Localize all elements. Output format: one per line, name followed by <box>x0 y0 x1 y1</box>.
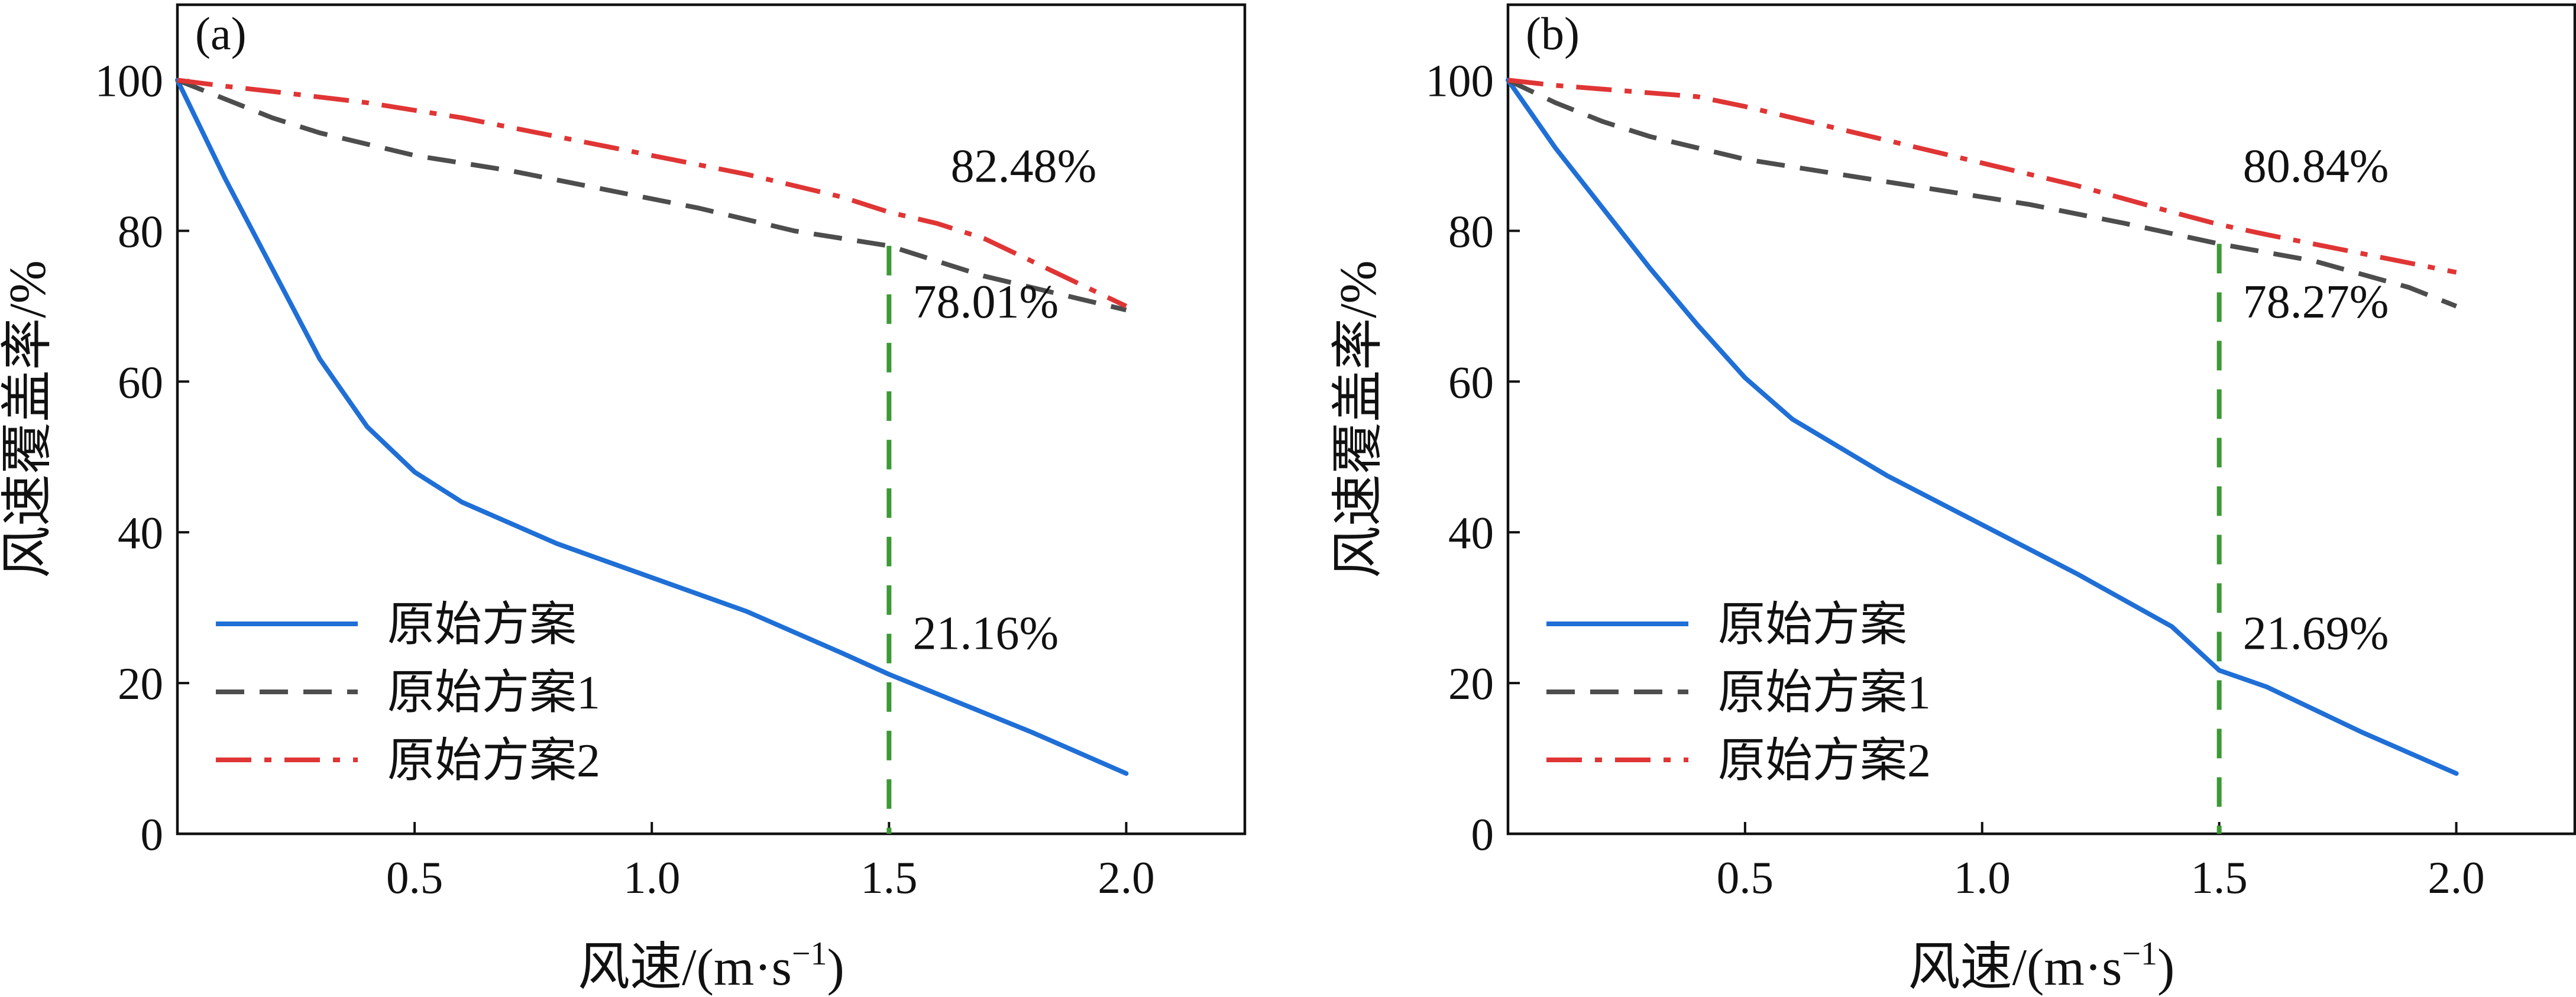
plot-frame <box>1506 3 2576 836</box>
y-tick-label: 0 <box>141 809 164 860</box>
legend-label-2: 原始方案1 <box>387 667 600 719</box>
y-tick-label: 80 <box>1448 206 1494 257</box>
series-line-1 <box>175 77 1129 776</box>
data-label: 80.84% <box>2243 141 2389 193</box>
legend-label-2: 原始方案1 <box>1718 667 1931 719</box>
y-tick-label: 60 <box>1448 357 1494 407</box>
y-tick-label: 20 <box>118 658 163 709</box>
panel-a: 0 20 40 60 80 100 0.5 1.0 1.5 2.0 风速/(m·s−1) 风速覆盖率/… <box>0 3 1247 996</box>
data-label: 21.16% <box>912 608 1059 660</box>
x-axis-title-end: ) <box>827 939 844 996</box>
data-label: 82.48% <box>951 141 1097 193</box>
y-tick-label: 100 <box>95 55 164 106</box>
x-tick-label: 0.5 <box>386 852 443 903</box>
x-tick-label: 2.0 <box>2428 852 2484 903</box>
x-axis-title: 风速/(m·s−1) <box>578 936 844 996</box>
x-axis-title: 风速/(m·s−1) <box>1908 936 2175 996</box>
data-label: 21.69% <box>2243 608 2389 660</box>
legend-label-1: 原始方案 <box>1718 599 1907 651</box>
x-axis-title-exponent: −1 <box>2122 936 2157 972</box>
x-tick-label: 0.5 <box>1717 852 1774 903</box>
y-tick-label: 20 <box>1448 658 1494 709</box>
x-tick-label: 1.0 <box>1954 852 2011 903</box>
y-axis-title: 风速覆盖率/% <box>1330 260 1387 578</box>
series-line-2 <box>1507 77 2458 309</box>
series-line-1 <box>1506 77 2459 776</box>
y-tick-label: 40 <box>118 507 163 558</box>
x-tick-label: 1.0 <box>623 852 680 903</box>
x-axis-title-main: 风速/(m·s <box>1908 939 2122 996</box>
y-tick-label: 60 <box>118 357 163 407</box>
y-tick-label: 0 <box>1471 809 1494 860</box>
legend-label-3: 原始方案2 <box>387 735 600 787</box>
legend-label-1: 原始方案 <box>387 599 577 651</box>
x-tick-label: 1.5 <box>2191 852 2248 903</box>
series-line-3 <box>177 77 1128 309</box>
data-label: 78.01% <box>912 276 1059 328</box>
panel-b: 0 20 40 60 80 100 0.5 1.0 1.5 2.0 风速/(m·s−1) 风速覆盖率/… <box>1330 3 2576 996</box>
series-line-2 <box>176 77 1127 313</box>
x-axis-title-main: 风速/(m·s <box>578 939 792 996</box>
x-axis-title-end: ) <box>2157 939 2174 996</box>
y-axis-title: 风速覆盖率/% <box>0 260 57 578</box>
x-tick-label: 2.0 <box>1098 852 1154 903</box>
series-line-3 <box>1507 77 2457 275</box>
x-axis-title-exponent: −1 <box>792 936 827 972</box>
y-tick-label: 80 <box>118 206 163 257</box>
y-tick-label: 40 <box>1448 507 1494 558</box>
panel-label: (a) <box>195 8 247 59</box>
y-tick-label: 100 <box>1426 55 1494 106</box>
legend-label-3: 原始方案2 <box>1718 735 1931 787</box>
panel-label: (b) <box>1526 8 1580 59</box>
x-tick-label: 1.5 <box>860 852 917 903</box>
plot-frame <box>176 3 1247 836</box>
data-label: 78.27% <box>2243 276 2389 328</box>
